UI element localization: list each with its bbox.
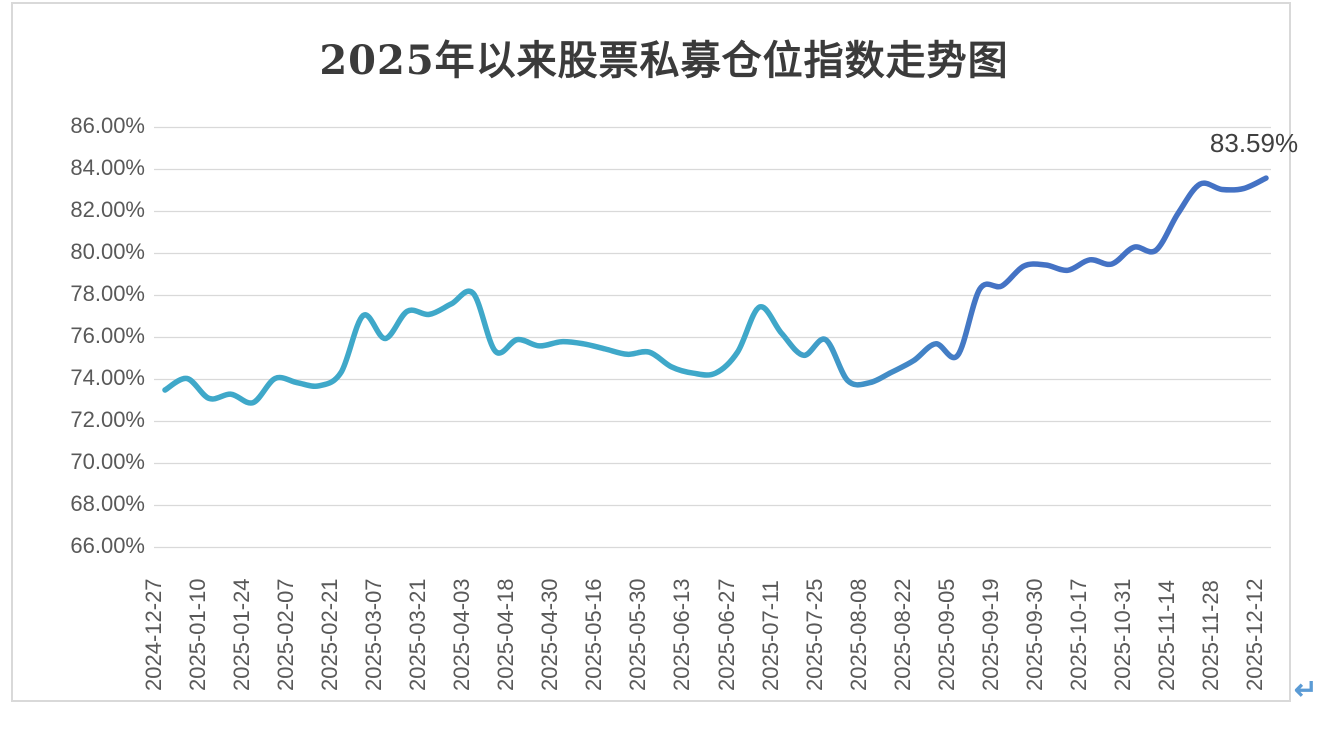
return-arrow-icon: ↵ xyxy=(1294,674,1318,705)
x-axis-tick-label: 2025-11-28 xyxy=(1197,580,1223,691)
x-axis-tick-label: 2025-07-11 xyxy=(757,580,783,691)
y-axis-tick-label: 82.00% xyxy=(70,196,145,222)
series-line xyxy=(162,175,1269,406)
x-axis-tick-label: 2025-03-21 xyxy=(405,578,431,691)
x-axis-tick-label: 2025-01-24 xyxy=(229,578,255,691)
chart-title: 2025年以来股票私募仓位指数走势图 xyxy=(319,37,1009,84)
y-axis-tick-label: 70.00% xyxy=(70,448,145,474)
y-axis-tick-label: 78.00% xyxy=(70,280,145,306)
y-axis-tick-label: 84.00% xyxy=(70,154,145,180)
x-axis-tick-label: 2025-04-03 xyxy=(449,578,475,691)
x-axis-tick-label: 2025-07-25 xyxy=(801,578,827,691)
x-axis-tick-label: 2025-01-10 xyxy=(185,578,211,691)
x-axis-tick-label: 2025-10-31 xyxy=(1109,578,1135,691)
x-axis-tick-label: 2025-04-30 xyxy=(537,578,563,691)
x-axis-tick-label: 2025-05-30 xyxy=(625,578,651,691)
x-axis-tick-label: 2025-06-27 xyxy=(713,578,739,691)
x-axis-tick-label: 2025-08-08 xyxy=(845,578,871,691)
x-axis-tick-label: 2025-04-18 xyxy=(493,578,519,691)
y-axis-tick-label: 86.00% xyxy=(70,112,145,138)
x-axis-tick-label: 2025-02-21 xyxy=(317,578,343,691)
y-axis-tick-label: 80.00% xyxy=(70,238,145,264)
x-axis-tick-label: 2025-09-05 xyxy=(933,578,959,691)
x-axis-tick-label: 2025-11-14 xyxy=(1153,580,1179,691)
y-axis-tick-label: 76.00% xyxy=(70,322,145,348)
x-axis-tick-label: 2025-06-13 xyxy=(669,578,695,691)
y-axis-tick-label: 68.00% xyxy=(70,490,145,516)
x-axis-tick-label: 2025-05-16 xyxy=(581,578,607,691)
chart-frame: 2025年以来股票私募仓位指数走势图 86.00% 84.00% 82.00% 80.… xyxy=(11,2,1298,702)
y-axis-tick-label: 74.00% xyxy=(70,364,145,390)
x-axis-tick-label: 2025-08-22 xyxy=(889,578,915,691)
x-axis-tick-label: 2025-09-30 xyxy=(1021,578,1047,691)
x-axis-tick-label: 2024-12-27 xyxy=(141,578,166,691)
x-axis-tick-label: 2025-09-19 xyxy=(977,578,1003,691)
x-axis-tick-label: 2025-10-17 xyxy=(1065,578,1091,691)
x-axis-tick-label: 2025-03-07 xyxy=(361,578,387,691)
y-axis-tick-label: 72.00% xyxy=(70,406,145,432)
plot-area xyxy=(154,126,1271,549)
last-point-data-label: 83.59% xyxy=(1209,128,1299,158)
y-axis-tick-label: 66.00% xyxy=(70,532,145,558)
x-axis-tick-label: 2025-12-12 xyxy=(1242,578,1267,691)
x-axis-tick-label: 2025-02-07 xyxy=(273,578,299,691)
